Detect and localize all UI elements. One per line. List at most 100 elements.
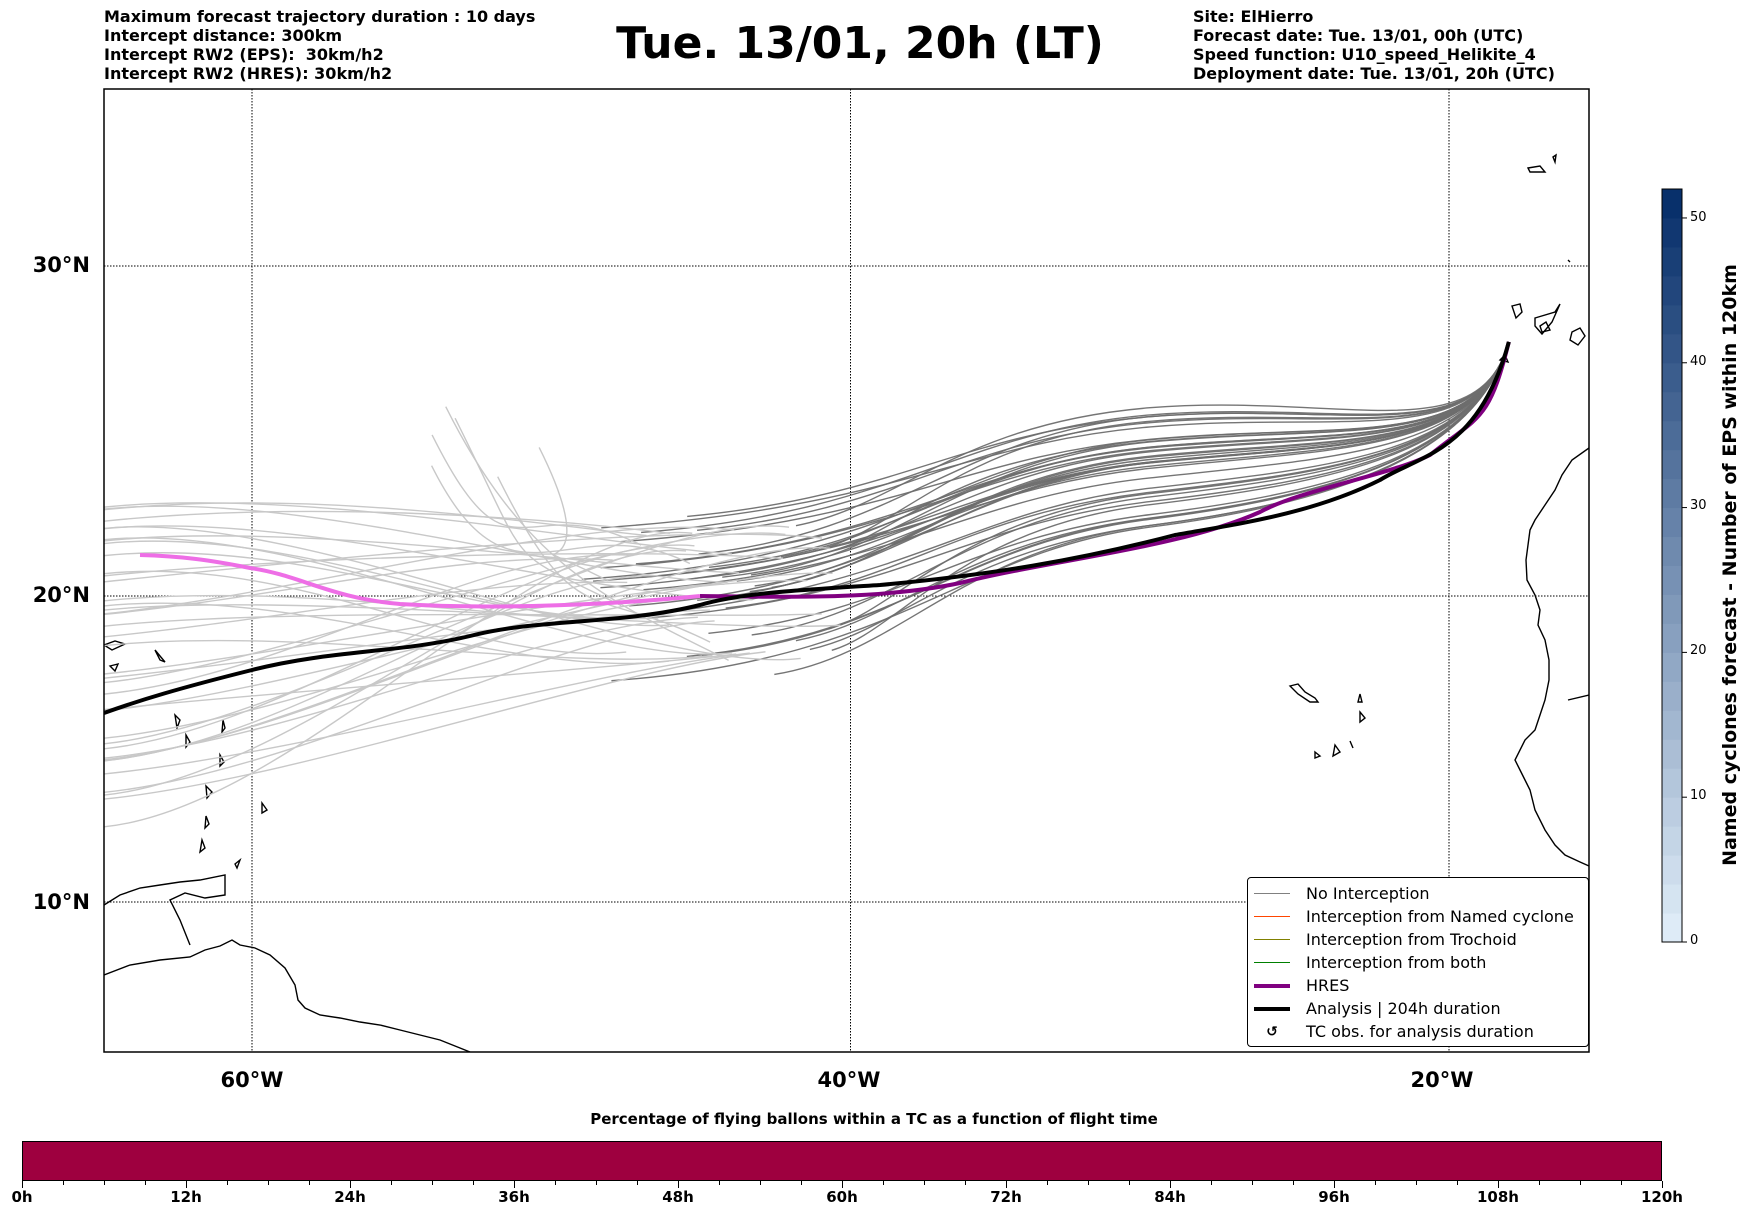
legend-item-hres: HRES bbox=[1254, 974, 1349, 997]
intercept-eps-text: Intercept RW2 (EPS): 30km/h2 bbox=[104, 45, 384, 64]
eps-trajectory-late bbox=[104, 639, 713, 660]
tc-obs-icon: ↺ bbox=[1266, 1023, 1278, 1040]
tc-percentage-bar-fill bbox=[23, 1142, 1661, 1180]
progress-tick-mark bbox=[883, 1181, 884, 1185]
lat-label-20: 20°N bbox=[32, 583, 90, 607]
progress-tick-mark bbox=[1621, 1181, 1622, 1185]
legend-item-named-cyclone: Interception from Named cyclone bbox=[1254, 905, 1574, 928]
eps-trajectories bbox=[104, 341, 1510, 828]
coastline bbox=[1534, 303, 1561, 336]
progress-tick-mark bbox=[145, 1181, 146, 1185]
legend-swatch bbox=[1254, 1006, 1290, 1011]
colorbar-frame bbox=[1661, 188, 1683, 943]
forecast-date-text: Forecast date: Tue. 13/01, 00h (UTC) bbox=[1193, 26, 1524, 45]
coastline bbox=[1357, 693, 1363, 703]
eps-trajectory-late bbox=[454, 417, 622, 607]
progress-tick-mark bbox=[1088, 1181, 1089, 1185]
legend-label: No Interception bbox=[1306, 884, 1430, 903]
eps-trajectory-late bbox=[104, 540, 670, 627]
eps-trajectory-late bbox=[104, 570, 627, 655]
colorbar-tick-20: 20 bbox=[1690, 643, 1707, 658]
colorbar-tick-0: 0 bbox=[1690, 933, 1699, 948]
coastline bbox=[199, 837, 206, 854]
eps-trajectory-late bbox=[104, 581, 628, 638]
colorbar-tick-10: 10 bbox=[1690, 788, 1707, 803]
legend-item-tc-obs: ↺ TC obs. for analysis duration bbox=[1254, 1020, 1534, 1043]
progress-tick-label: 84h bbox=[1154, 1188, 1186, 1206]
coastline bbox=[1567, 694, 1589, 701]
progress-tick-label: 72h bbox=[990, 1188, 1022, 1206]
colorbar-tick-40: 40 bbox=[1690, 354, 1707, 369]
legend-item-analysis: Analysis | 204h duration bbox=[1254, 997, 1501, 1020]
progress-tick-mark bbox=[186, 1181, 187, 1188]
progress-tick-mark bbox=[1129, 1181, 1130, 1185]
eps-trajectory-late bbox=[104, 604, 841, 627]
colorbar-step bbox=[1662, 362, 1682, 393]
eps-trajectory bbox=[581, 341, 1510, 580]
coastline bbox=[1514, 447, 1589, 867]
eps-trajectory bbox=[600, 341, 1510, 589]
progress-tick-mark bbox=[63, 1181, 64, 1185]
eps-trajectory-late bbox=[104, 552, 784, 577]
eps-trajectory bbox=[831, 341, 1510, 652]
progress-tick-mark bbox=[965, 1181, 966, 1185]
colorbar-step bbox=[1662, 275, 1682, 306]
progress-tick-label: 36h bbox=[498, 1188, 530, 1206]
progress-tick-mark bbox=[391, 1181, 392, 1185]
colorbar-step bbox=[1662, 420, 1682, 451]
progress-tick-mark bbox=[1047, 1181, 1048, 1185]
progress-tick-label: 48h bbox=[662, 1188, 694, 1206]
eps-trajectory-late bbox=[104, 535, 740, 574]
lon-label-20w: 20°W bbox=[1410, 1068, 1474, 1092]
coastline bbox=[1569, 327, 1586, 346]
coastline bbox=[1288, 683, 1320, 703]
colorbar-step bbox=[1662, 652, 1682, 682]
header-left-info: Maximum forecast trajectory duration : 1… bbox=[104, 7, 535, 83]
eps-trajectory-late bbox=[104, 651, 766, 800]
map-frame bbox=[103, 88, 1590, 1053]
colorbar bbox=[1661, 188, 1687, 943]
progress-tick-label: 120h bbox=[1641, 1188, 1683, 1206]
colorbar-step bbox=[1662, 739, 1682, 769]
eps-trajectory-late bbox=[104, 652, 750, 775]
colorbar-step bbox=[1662, 623, 1682, 653]
speed-function-text: Speed function: U10_speed_Helikite_4 bbox=[1193, 45, 1536, 64]
progress-tick-mark bbox=[350, 1181, 351, 1188]
coastline bbox=[104, 939, 471, 1052]
colorbar-step bbox=[1662, 565, 1682, 595]
eps-trajectory-late bbox=[104, 557, 613, 616]
legend-label: Analysis | 204h duration bbox=[1306, 999, 1501, 1018]
progress-tick-mark bbox=[719, 1181, 720, 1185]
eps-trajectory bbox=[812, 341, 1510, 553]
colorbar-step bbox=[1662, 768, 1682, 798]
colorbar-step bbox=[1662, 189, 1682, 219]
progress-tick-mark bbox=[801, 1181, 802, 1185]
progress-tick-label: 12h bbox=[170, 1188, 202, 1206]
progress-tick-mark bbox=[268, 1181, 269, 1185]
progress-tick-mark bbox=[596, 1181, 597, 1185]
coastline bbox=[173, 712, 181, 731]
progress-tick-label: 96h bbox=[1318, 1188, 1350, 1206]
progress-bar-title: Percentage of flying ballons within a TC… bbox=[590, 1110, 1158, 1128]
colorbar-step bbox=[1662, 594, 1682, 624]
coastline bbox=[1349, 740, 1354, 749]
max-duration-text: Maximum forecast trajectory duration : 1… bbox=[104, 7, 536, 26]
eps-trajectory-late bbox=[104, 579, 807, 675]
coastline bbox=[219, 752, 225, 768]
eps-trajectory-late bbox=[104, 510, 670, 534]
lat-label-10: 10°N bbox=[32, 890, 90, 914]
coastline bbox=[1511, 303, 1523, 320]
eps-trajectory-late bbox=[104, 502, 647, 537]
colorbar-step bbox=[1662, 304, 1682, 335]
eps-trajectory bbox=[694, 341, 1510, 580]
progress-tick-mark bbox=[760, 1181, 761, 1185]
progress-tick-mark bbox=[1006, 1181, 1007, 1188]
progress-tick-mark bbox=[22, 1181, 23, 1188]
progress-tick-mark bbox=[473, 1181, 474, 1185]
progress-tick-mark bbox=[1293, 1181, 1294, 1185]
progress-tick-mark bbox=[1539, 1181, 1540, 1185]
intercept-hres-text: Intercept RW2 (HRES): 30km/h2 bbox=[104, 64, 393, 83]
legend-swatch bbox=[1254, 915, 1290, 918]
legend-swatch bbox=[1254, 938, 1290, 941]
